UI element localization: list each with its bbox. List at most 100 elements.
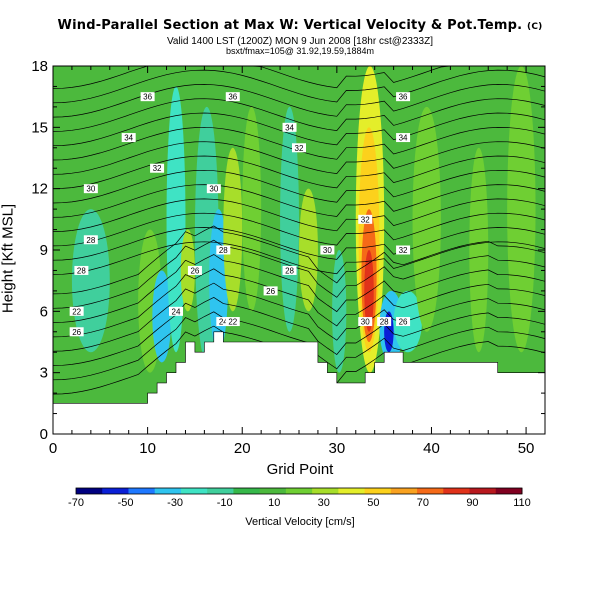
colorbar-swatch-11 [364, 488, 392, 494]
title-unit: (C) [527, 22, 543, 32]
y-tick-label-18: 18 [31, 58, 48, 75]
contour-label-1: 28 [77, 266, 86, 275]
colorbar-tick-110: 110 [513, 497, 531, 509]
contour-label-bg-24 [396, 245, 411, 255]
contour-label-13: 22 [228, 318, 237, 327]
colorbar-tick--10: -10 [217, 497, 233, 509]
plume-west-weak [71, 209, 110, 353]
colorbar-tick--70: -70 [68, 497, 84, 509]
contour-label-16: 32 [295, 144, 304, 153]
plume-9 [299, 188, 318, 312]
chart-subtitle: Valid 1400 LST (1200Z) MON 9 Jun 2008 [1… [166, 36, 434, 47]
colorbar-swatch-12 [390, 488, 418, 494]
contour-label-3: 28 [86, 236, 95, 245]
x-axis-label: Grid Point [266, 461, 334, 478]
contour-label-bg-16 [292, 143, 306, 153]
contour-label-bg-7 [150, 163, 165, 173]
colorbar-tick-10: 10 [268, 497, 280, 509]
theta-contour-8 [53, 241, 545, 275]
theta-contour-3 [53, 282, 545, 352]
colorbar-swatch-2 [128, 488, 156, 494]
contour-label-bg-23 [396, 317, 411, 327]
colorbar-swatch-5 [207, 488, 234, 494]
contour-label-bg-25 [396, 133, 411, 143]
contour-label-11: 28 [219, 246, 228, 255]
colorbar-swatch-4 [180, 488, 208, 494]
contour-label-bg-3 [83, 235, 98, 245]
contour-label-bg-10 [206, 184, 221, 194]
contour-label-14: 36 [228, 93, 237, 102]
colorbar-tick-30: 30 [318, 497, 330, 509]
plume-5 [209, 209, 229, 353]
colorbar-swatch-0 [76, 488, 103, 494]
y-tick-label-12: 12 [31, 181, 48, 198]
chart-title: Wind-Parallel Section at Max W: Vertical… [57, 18, 543, 33]
colorbar-frame [75, 487, 523, 495]
contour-label-bg-18 [282, 265, 297, 275]
contour-label-bg-0 [69, 327, 84, 337]
colorbar-swatch-14 [443, 488, 471, 494]
plume-2 [166, 86, 186, 353]
colorbar-swatch-15 [469, 488, 497, 494]
colorbar-tick-50: 50 [367, 497, 379, 509]
y-tick-label-15: 15 [31, 119, 48, 136]
contour-label-22: 28 [380, 318, 389, 327]
plume-7 [242, 106, 262, 312]
contour-label-bg-2 [69, 306, 84, 316]
theta-contour-13 [53, 169, 545, 204]
x-tick-label-20: 20 [234, 440, 251, 457]
contour-label-20: 32 [361, 215, 370, 224]
contour-label-8: 24 [172, 307, 181, 316]
contour-label-5: 34 [124, 134, 133, 143]
colorbar-tick--50: -50 [118, 497, 134, 509]
colorbar-swatch-8 [285, 488, 313, 494]
theta-contour-6 [53, 239, 545, 309]
contour-label-bg-1 [74, 265, 89, 275]
theta-contour-19 [53, 84, 545, 118]
contour-label-bg-14 [225, 92, 240, 102]
theta-contour-1 [53, 311, 545, 381]
theta-contour-11 [53, 198, 545, 232]
contour-label-12: 24 [219, 318, 228, 327]
chart-subtitle-2: bsxt/fmax=105@ 31.92,19.59,1884m [226, 46, 374, 56]
theta-contour-4 [53, 268, 545, 338]
colorbar-swatch-6 [233, 488, 261, 494]
contour-label-15: 34 [285, 123, 294, 132]
contour-label-bg-22 [377, 317, 392, 327]
contour-label-bg-11 [216, 245, 231, 255]
contour-label-bg-21 [358, 317, 373, 327]
colorbar-swatch-9 [312, 488, 339, 494]
theta-contour-14 [53, 155, 545, 190]
theta-contour-12 [53, 184, 545, 218]
contour-label-17: 26 [266, 287, 275, 296]
contour-label-bg-13 [225, 317, 240, 327]
contour-label-24: 32 [399, 246, 408, 255]
contour-label-6: 36 [143, 93, 152, 102]
contour-label-23: 26 [399, 318, 408, 327]
colorbar-label: Vertical Velocity [cm/s] [245, 516, 355, 528]
contour-label-bg-15 [282, 122, 297, 132]
contour-label-bg-26 [396, 92, 411, 102]
theta-contour-7 [53, 225, 545, 295]
contour-label-0: 26 [72, 328, 81, 337]
theta-contour-9 [53, 227, 545, 261]
contour-label-bg-5 [121, 133, 136, 143]
contour-label-bg-4 [83, 184, 98, 194]
contour-label-bg-20 [358, 214, 373, 224]
colorbar-swatch-16 [495, 488, 523, 494]
terrain [53, 331, 545, 434]
contour-label-25: 34 [399, 134, 408, 143]
x-tick-label-0: 0 [49, 440, 57, 457]
colorbar-swatch-13 [417, 488, 444, 494]
contour-label-18: 28 [285, 266, 294, 275]
contour-label-19: 30 [323, 246, 332, 255]
contour-label-bg-9 [187, 265, 202, 275]
contour-label-bg-17 [263, 286, 278, 296]
x-tick-label-10: 10 [139, 440, 156, 457]
plume-east-4 [507, 66, 536, 353]
theta-contour-10 [53, 212, 545, 247]
plume-east-2 [412, 106, 441, 332]
contour-label-21: 30 [361, 318, 370, 327]
contour-label-26: 36 [399, 93, 408, 102]
